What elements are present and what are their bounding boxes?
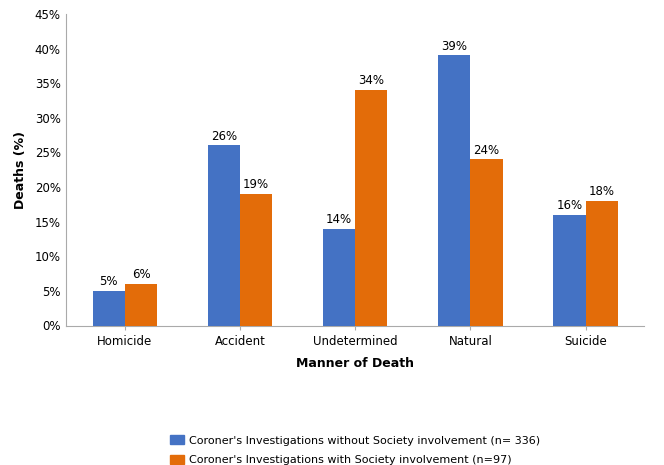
Text: 39%: 39% <box>442 40 467 53</box>
Y-axis label: Deaths (%): Deaths (%) <box>13 131 27 209</box>
Bar <box>355 90 388 326</box>
X-axis label: Manner of Death: Manner of Death <box>296 357 414 370</box>
Bar <box>125 284 157 326</box>
Text: 19%: 19% <box>243 178 270 191</box>
Text: 14%: 14% <box>326 213 352 226</box>
Text: 16%: 16% <box>556 199 582 212</box>
Bar <box>470 159 503 326</box>
Text: 6%: 6% <box>131 268 150 281</box>
Bar <box>323 229 355 326</box>
Text: 24%: 24% <box>473 144 499 157</box>
Bar <box>553 215 586 326</box>
Bar <box>208 146 240 326</box>
Text: 34%: 34% <box>359 74 384 87</box>
Text: 18%: 18% <box>589 185 615 198</box>
Bar <box>93 291 125 325</box>
Bar <box>240 194 272 326</box>
Text: 26%: 26% <box>211 130 237 143</box>
Bar <box>586 201 618 326</box>
Text: 5%: 5% <box>100 275 118 288</box>
Bar <box>438 55 470 325</box>
Legend: Coroner's Investigations without Society involvement (n= 336), Coroner's Investi: Coroner's Investigations without Society… <box>166 431 544 465</box>
